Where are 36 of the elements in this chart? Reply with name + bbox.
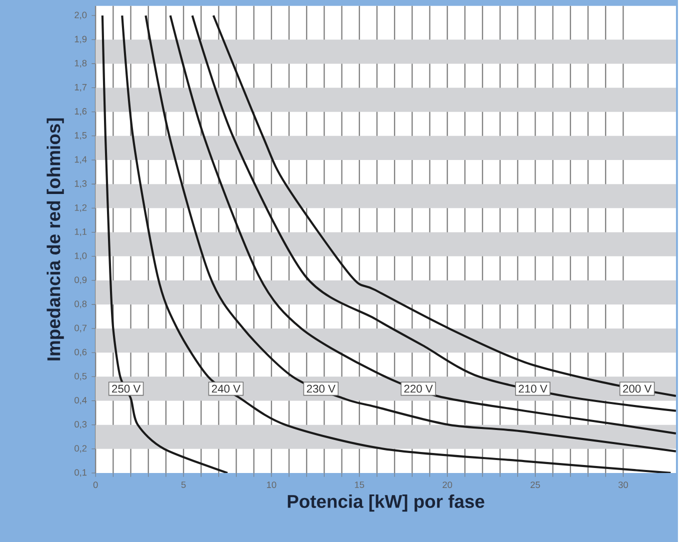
x-axis-title: Potencia [kW] por fase [288, 494, 484, 512]
y-tick-label: 0,5 [74, 372, 87, 380]
y-tick-label: 1,7 [74, 84, 87, 92]
y-tick-label: 1,1 [74, 228, 87, 236]
series-label: 200 V [623, 384, 652, 393]
line-series [101, 14, 229, 473]
x-tick-label: 15 [354, 482, 364, 488]
y-tick-label: 0,9 [74, 276, 87, 284]
y-tick-label: 0,6 [74, 348, 87, 356]
series-label: 210 V [518, 384, 548, 393]
y-axis-title: Impedancia de red [ohmios] [46, 118, 64, 360]
y-tick-label: 1,2 [74, 204, 87, 212]
y-tick-label: 1,9 [74, 36, 87, 44]
y-tick-label: 0,8 [74, 300, 87, 308]
series-label: 250 V [112, 384, 141, 393]
x-tick-label: 10 [267, 482, 276, 488]
y-tick-label: 0,3 [74, 421, 87, 429]
y-tick-label: 1,3 [74, 180, 87, 188]
y-tick-label: 0,1 [74, 469, 87, 477]
x-tick-label: 20 [442, 482, 452, 488]
y-tick-label: 1,0 [74, 252, 87, 260]
y-tick-label: 1,5 [74, 132, 87, 140]
x-tick-label: 5 [181, 482, 186, 488]
x-tick-label: 30 [618, 482, 628, 488]
series-label: 240 V [212, 384, 240, 393]
y-tick-label: 0,2 [74, 445, 87, 453]
y-tick-label: 0,4 [74, 396, 87, 405]
y-tick-label: 1,4 [74, 156, 87, 164]
series-label: 230 V [306, 384, 336, 393]
y-tick-label: 2,0 [74, 12, 87, 20]
y-tick-label: 1,8 [74, 60, 87, 68]
y-tick-label: 1,6 [74, 108, 87, 116]
series-label: 220 V [404, 384, 433, 393]
x-tick-label: 0 [93, 482, 98, 488]
x-tick-label: 25 [530, 482, 540, 488]
y-tick-label: 0,7 [74, 324, 87, 332]
